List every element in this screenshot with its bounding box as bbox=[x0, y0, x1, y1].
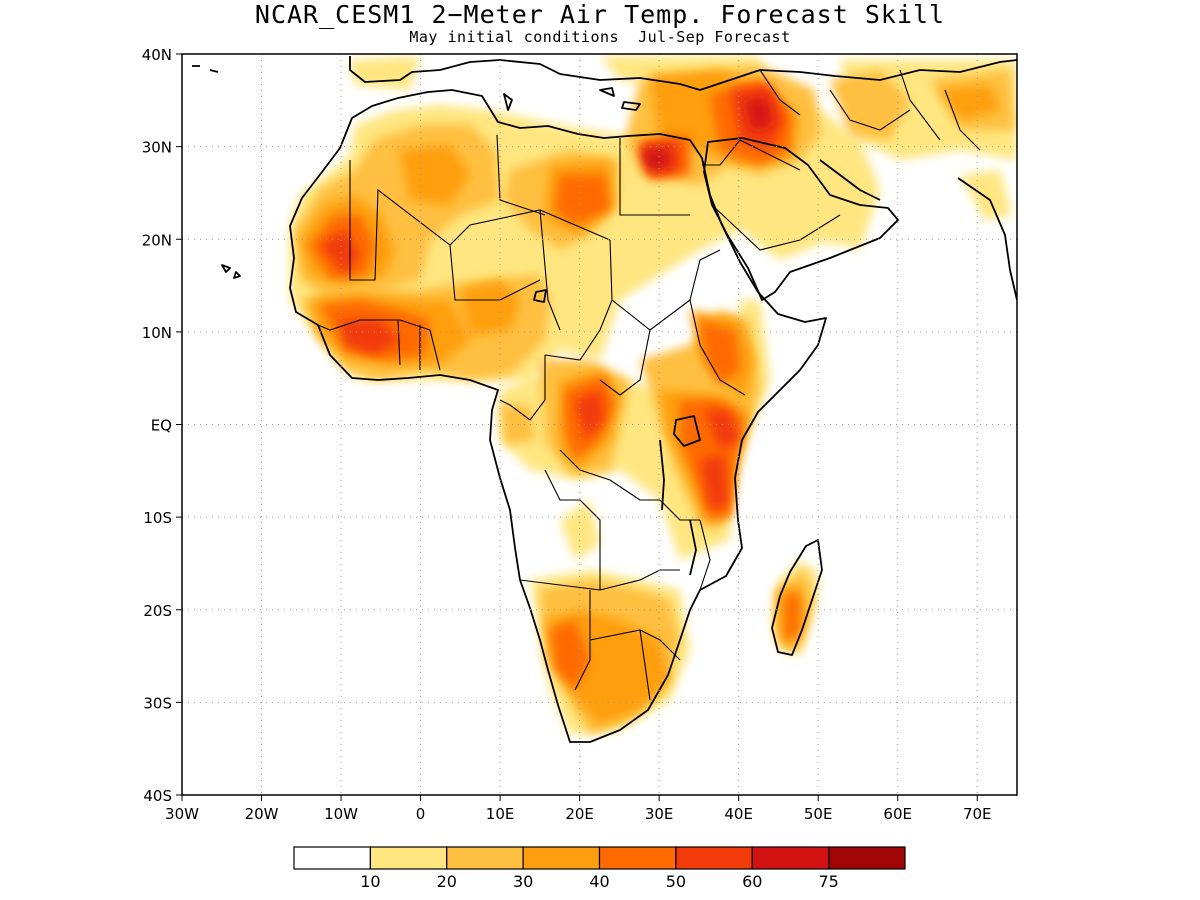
latitude-labels: 40N 30N 20N 10N EQ 10S 20S 30S 40S bbox=[142, 46, 172, 805]
lon-tick-label: 50E bbox=[804, 805, 833, 823]
skill-level-60-75 bbox=[640, 98, 772, 170]
europe-coastline bbox=[349, 56, 1017, 91]
colorbar-swatch bbox=[675, 846, 753, 870]
colorbar-label: 75 bbox=[818, 872, 838, 891]
lon-tick-label: 10W bbox=[324, 805, 358, 823]
lon-tick-label: 60E bbox=[883, 805, 912, 823]
colorbar-swatch bbox=[598, 846, 677, 870]
colorbar-swatch bbox=[293, 846, 371, 870]
axis-ticks bbox=[176, 53, 978, 801]
colorbar-swatch bbox=[369, 846, 448, 870]
coastlines bbox=[192, 56, 1017, 743]
lat-tick-label: 20N bbox=[142, 231, 172, 249]
skill-level-50-60 bbox=[320, 85, 785, 510]
lon-tick-label: 0 bbox=[416, 805, 426, 823]
lon-tick-label: 10E bbox=[486, 805, 515, 823]
colorbar-label: 10 bbox=[360, 872, 380, 891]
lon-tick-label: 70E bbox=[963, 805, 992, 823]
lon-tick-label: 20E bbox=[565, 805, 594, 823]
longitude-labels: 30W 20W 10W 0 10E 20E 30E 40E 50E 60E 70E bbox=[165, 805, 991, 823]
colorbar-label: 50 bbox=[666, 872, 686, 891]
lat-tick-label: 30N bbox=[142, 139, 172, 157]
colorbar-swatch bbox=[751, 846, 830, 870]
colorbar-swatch bbox=[522, 846, 601, 870]
colorbar-label: 30 bbox=[513, 872, 533, 891]
lat-tick-label: 10N bbox=[142, 324, 172, 342]
lon-tick-label: 20W bbox=[245, 805, 279, 823]
lat-tick-label: 30S bbox=[143, 694, 172, 712]
lat-tick-label: 10S bbox=[143, 509, 172, 527]
colorbar-label: 20 bbox=[437, 872, 457, 891]
lon-tick-label: 40E bbox=[724, 805, 753, 823]
lat-tick-label: 40N bbox=[142, 46, 172, 64]
arabia-coastline bbox=[703, 137, 899, 301]
colorbar-swatch bbox=[828, 846, 906, 870]
colorbar: 10 20 30 40 50 60 75 bbox=[293, 846, 906, 891]
lat-tick-label: 20S bbox=[143, 602, 172, 620]
colorbar-label: 60 bbox=[742, 872, 762, 891]
lon-tick-label: 30E bbox=[645, 805, 674, 823]
map-title: NCAR_CESM1 2−Meter Air Temp. Forecast Sk… bbox=[254, 0, 946, 29]
africa-coastline bbox=[289, 89, 827, 743]
map-subtitle: May initial conditions Jul-Sep Forecast bbox=[409, 28, 791, 46]
lon-tick-label: 30W bbox=[165, 805, 199, 823]
madagascar-coastline bbox=[771, 539, 823, 656]
colorbar-label: 40 bbox=[589, 872, 609, 891]
skill-field bbox=[192, 56, 1017, 743]
country-borders bbox=[317, 69, 981, 701]
lat-tick-label: 40S bbox=[143, 787, 172, 805]
lat-tick-label: EQ bbox=[151, 417, 172, 435]
lake-victoria bbox=[673, 415, 701, 447]
india-coastline bbox=[957, 177, 1017, 301]
colorbar-swatch bbox=[446, 846, 524, 870]
